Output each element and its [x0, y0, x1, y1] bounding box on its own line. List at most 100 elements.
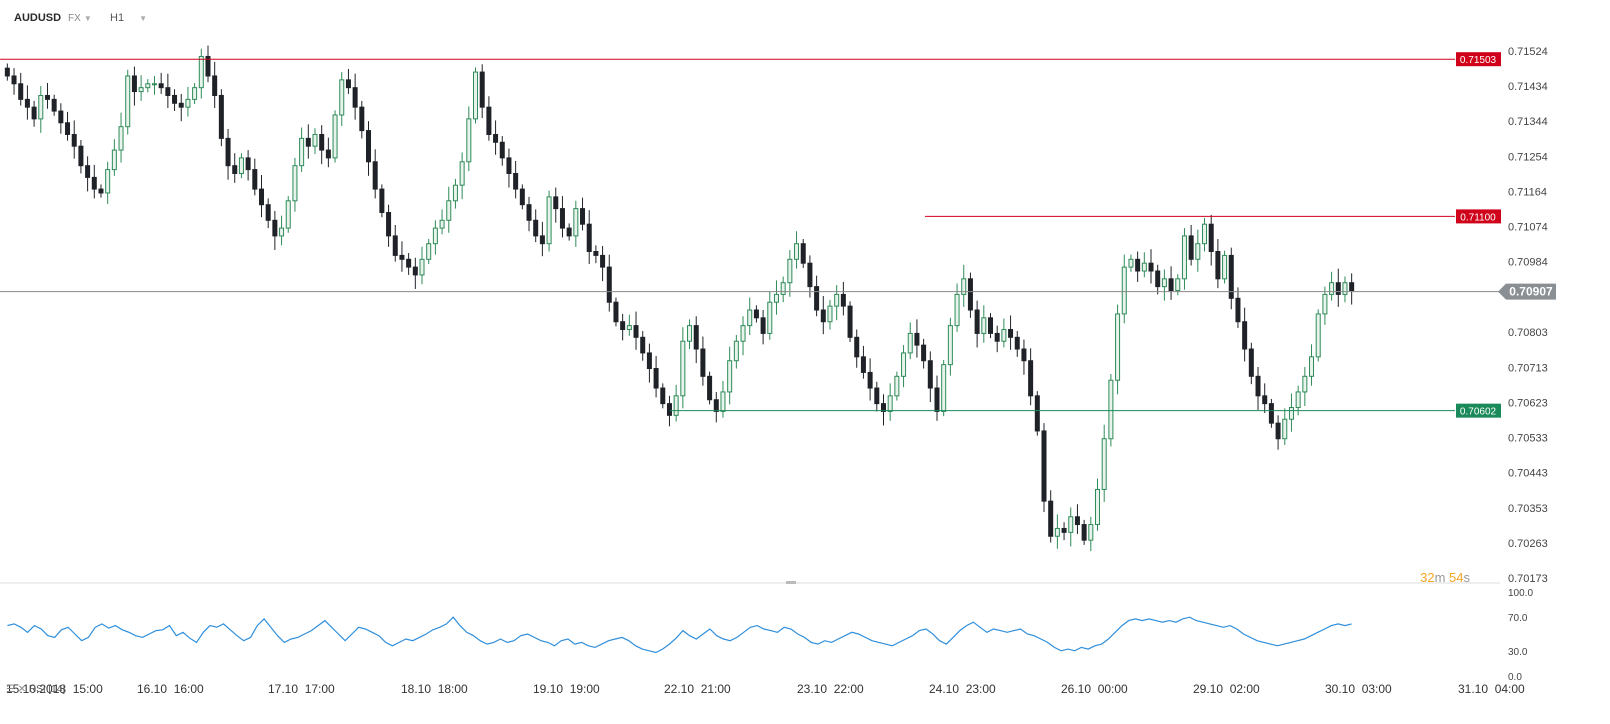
candle — [559, 196, 565, 238]
candle — [1202, 217, 1208, 252]
candle-body — [887, 395, 893, 412]
candle — [78, 139, 84, 174]
rsi-name: RSI [14] — [28, 684, 66, 695]
candle — [961, 264, 967, 307]
level-tag-label: 0.70602 — [1460, 407, 1497, 418]
candle — [1021, 339, 1027, 375]
candle — [1242, 307, 1248, 362]
candle-body — [1235, 297, 1241, 323]
indicator-settings-icon[interactable]: ☰ — [6, 684, 15, 695]
candle — [586, 210, 592, 264]
candle-body — [332, 114, 338, 159]
level-lines: 0.71503 0.71100 0.70602 0.70907 — [0, 52, 1556, 418]
candle-body — [1248, 348, 1254, 377]
candle-body — [633, 325, 639, 338]
candle — [640, 331, 646, 361]
time-tick-label: 18.10 18:00 — [401, 682, 468, 696]
rsi-tick-label: 0.0 — [1508, 672, 1522, 683]
level-tag — [1456, 403, 1501, 418]
candle — [1168, 266, 1174, 300]
candle — [1135, 251, 1141, 282]
candle-body — [1222, 254, 1228, 280]
candle — [172, 89, 178, 112]
candle — [1248, 342, 1254, 385]
candle-body — [941, 364, 947, 412]
candle-body — [981, 317, 987, 334]
candle — [646, 343, 652, 383]
candle — [800, 239, 806, 268]
candle — [285, 196, 291, 233]
candle-body — [693, 325, 699, 350]
candle-body — [807, 262, 813, 288]
candle-body — [680, 340, 686, 397]
price-tick-label: 0.71524 — [1508, 46, 1548, 58]
candle-body — [285, 200, 291, 229]
candle — [479, 64, 485, 119]
price-axis: 0.71524 0.71434 0.71344 0.71254 0.71164 0.710… — [0, 46, 1548, 585]
candle — [111, 139, 117, 176]
candle — [1155, 264, 1161, 295]
price-tick-label: 0.71074 — [1508, 222, 1548, 234]
candle-body — [85, 165, 91, 178]
candle — [927, 351, 933, 403]
candle-body — [1095, 488, 1101, 526]
candle — [192, 82, 198, 105]
candle — [1262, 383, 1268, 413]
candle-body — [1101, 438, 1107, 490]
candle-body — [814, 286, 820, 311]
candle-body — [760, 317, 766, 334]
candle-body — [947, 325, 953, 366]
candle — [1275, 415, 1281, 450]
candle-body — [466, 118, 472, 163]
candle-body — [1054, 527, 1060, 537]
candle — [1001, 318, 1007, 348]
candle — [954, 283, 960, 332]
candle-body — [365, 130, 372, 163]
chevron-down-icon: ▼ — [139, 14, 148, 23]
candle — [1282, 408, 1288, 445]
candle-body — [345, 79, 351, 89]
candle — [125, 69, 131, 135]
candle-body — [473, 71, 479, 120]
candle-body — [319, 133, 325, 151]
candle-body — [131, 75, 137, 93]
candle-body — [252, 169, 258, 190]
market-selector[interactable]: FX ▼ — [68, 12, 92, 24]
candle-body — [820, 309, 826, 323]
timeframe-selector[interactable]: H1 ▼ — [110, 12, 147, 24]
candle — [700, 336, 706, 386]
candle-body — [1021, 348, 1027, 362]
candle — [787, 249, 793, 297]
candle — [1095, 478, 1101, 531]
candle-body — [767, 301, 773, 334]
timer-s-unit: s — [1463, 570, 1471, 585]
candle-body — [299, 137, 305, 167]
candle — [733, 334, 739, 369]
close-icon[interactable]: ✕ — [17, 684, 27, 695]
candle — [506, 148, 512, 188]
candle — [687, 319, 693, 350]
candle-body — [359, 106, 365, 132]
candle-body — [4, 67, 10, 77]
candle-body — [172, 94, 178, 104]
candle-body — [479, 71, 485, 108]
candle-body — [727, 360, 733, 393]
candle-body — [1048, 500, 1054, 537]
candle — [299, 127, 305, 172]
candle-body — [539, 235, 545, 245]
rsi-indicator-label[interactable]: ☰ ✕ RSI [14] — [6, 684, 65, 695]
candle-body — [1309, 356, 1315, 377]
candle-body — [720, 391, 726, 412]
candle — [600, 246, 606, 282]
candle-body — [1335, 282, 1341, 295]
candle — [58, 103, 64, 134]
candle — [44, 82, 50, 109]
level-tag-label: 0.71100 — [1460, 212, 1496, 223]
candle — [1081, 519, 1087, 545]
price-tick-label: 0.70263 — [1508, 538, 1548, 550]
candle-body — [787, 258, 793, 284]
symbol-label[interactable]: AUDUSD — [14, 12, 62, 24]
candle — [18, 72, 24, 106]
candle-body — [1121, 266, 1127, 315]
